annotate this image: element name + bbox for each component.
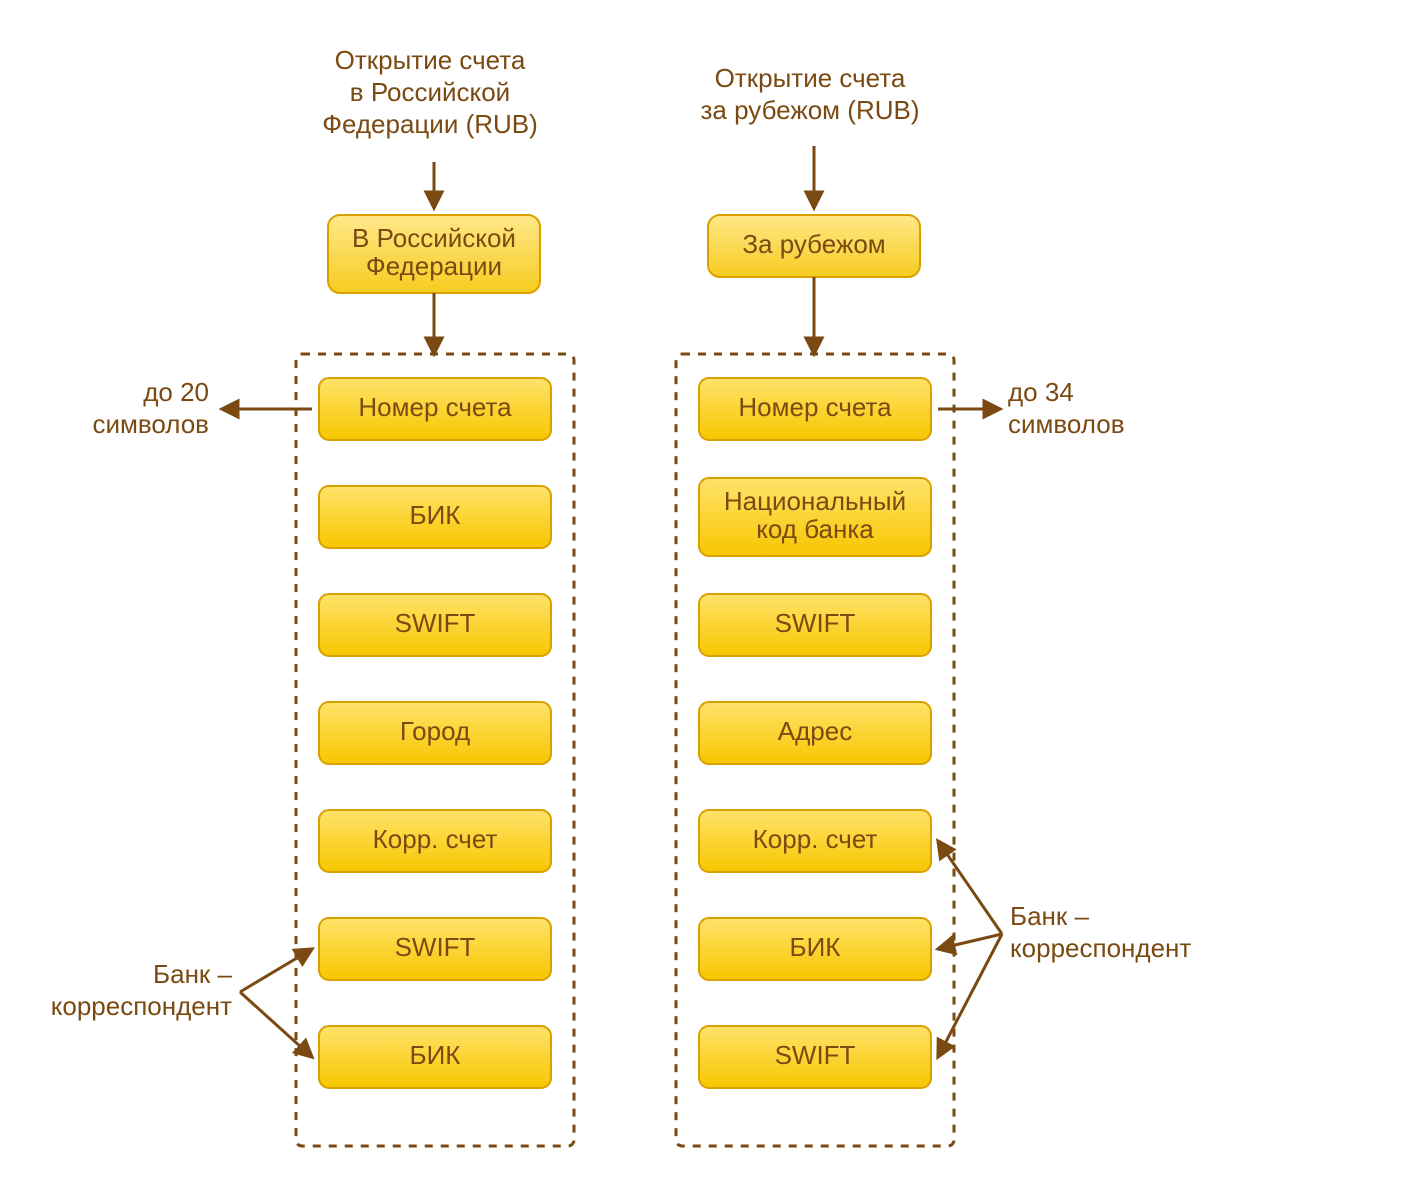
- svg-text:Номер счета: Номер счета: [358, 392, 512, 422]
- svg-text:Федерации (RUB): Федерации (RUB): [322, 109, 538, 139]
- svg-text:SWIFT: SWIFT: [395, 932, 476, 962]
- svg-text:БИК: БИК: [790, 932, 841, 962]
- svg-text:Национальный: Национальный: [724, 486, 906, 516]
- svg-text:SWIFT: SWIFT: [775, 1040, 856, 1070]
- svg-text:корреспондент: корреспондент: [1010, 933, 1191, 963]
- svg-text:корреспондент: корреспондент: [51, 991, 232, 1021]
- svg-text:код банка: код банка: [756, 514, 874, 544]
- diagram-canvas: Открытие счетав РоссийскойФедерации (RUB…: [0, 0, 1419, 1199]
- svg-text:символов: символов: [92, 409, 209, 439]
- svg-text:Город: Город: [400, 716, 470, 746]
- svg-text:Корр. счет: Корр. счет: [753, 824, 878, 854]
- svg-text:Открытие счета: Открытие счета: [715, 63, 906, 93]
- svg-text:БИК: БИК: [410, 1040, 461, 1070]
- svg-text:БИК: БИК: [410, 500, 461, 530]
- svg-text:Номер счета: Номер счета: [738, 392, 892, 422]
- svg-text:символов: символов: [1008, 409, 1125, 439]
- svg-text:Банк –: Банк –: [1010, 901, 1089, 931]
- svg-text:Адрес: Адрес: [778, 716, 852, 746]
- svg-text:за рубежом (RUB): за рубежом (RUB): [701, 95, 920, 125]
- svg-text:За рубежом: За рубежом: [742, 229, 885, 259]
- svg-text:SWIFT: SWIFT: [395, 608, 476, 638]
- svg-text:в Российской: в Российской: [350, 77, 510, 107]
- svg-text:до 34: до 34: [1008, 377, 1074, 407]
- svg-text:Банк –: Банк –: [153, 959, 232, 989]
- svg-text:В Российской: В Российской: [352, 223, 516, 253]
- svg-text:SWIFT: SWIFT: [775, 608, 856, 638]
- svg-text:до 20: до 20: [143, 377, 209, 407]
- svg-text:Корр. счет: Корр. счет: [373, 824, 498, 854]
- svg-text:Открытие счета: Открытие счета: [335, 45, 526, 75]
- svg-text:Федерации: Федерации: [366, 251, 502, 281]
